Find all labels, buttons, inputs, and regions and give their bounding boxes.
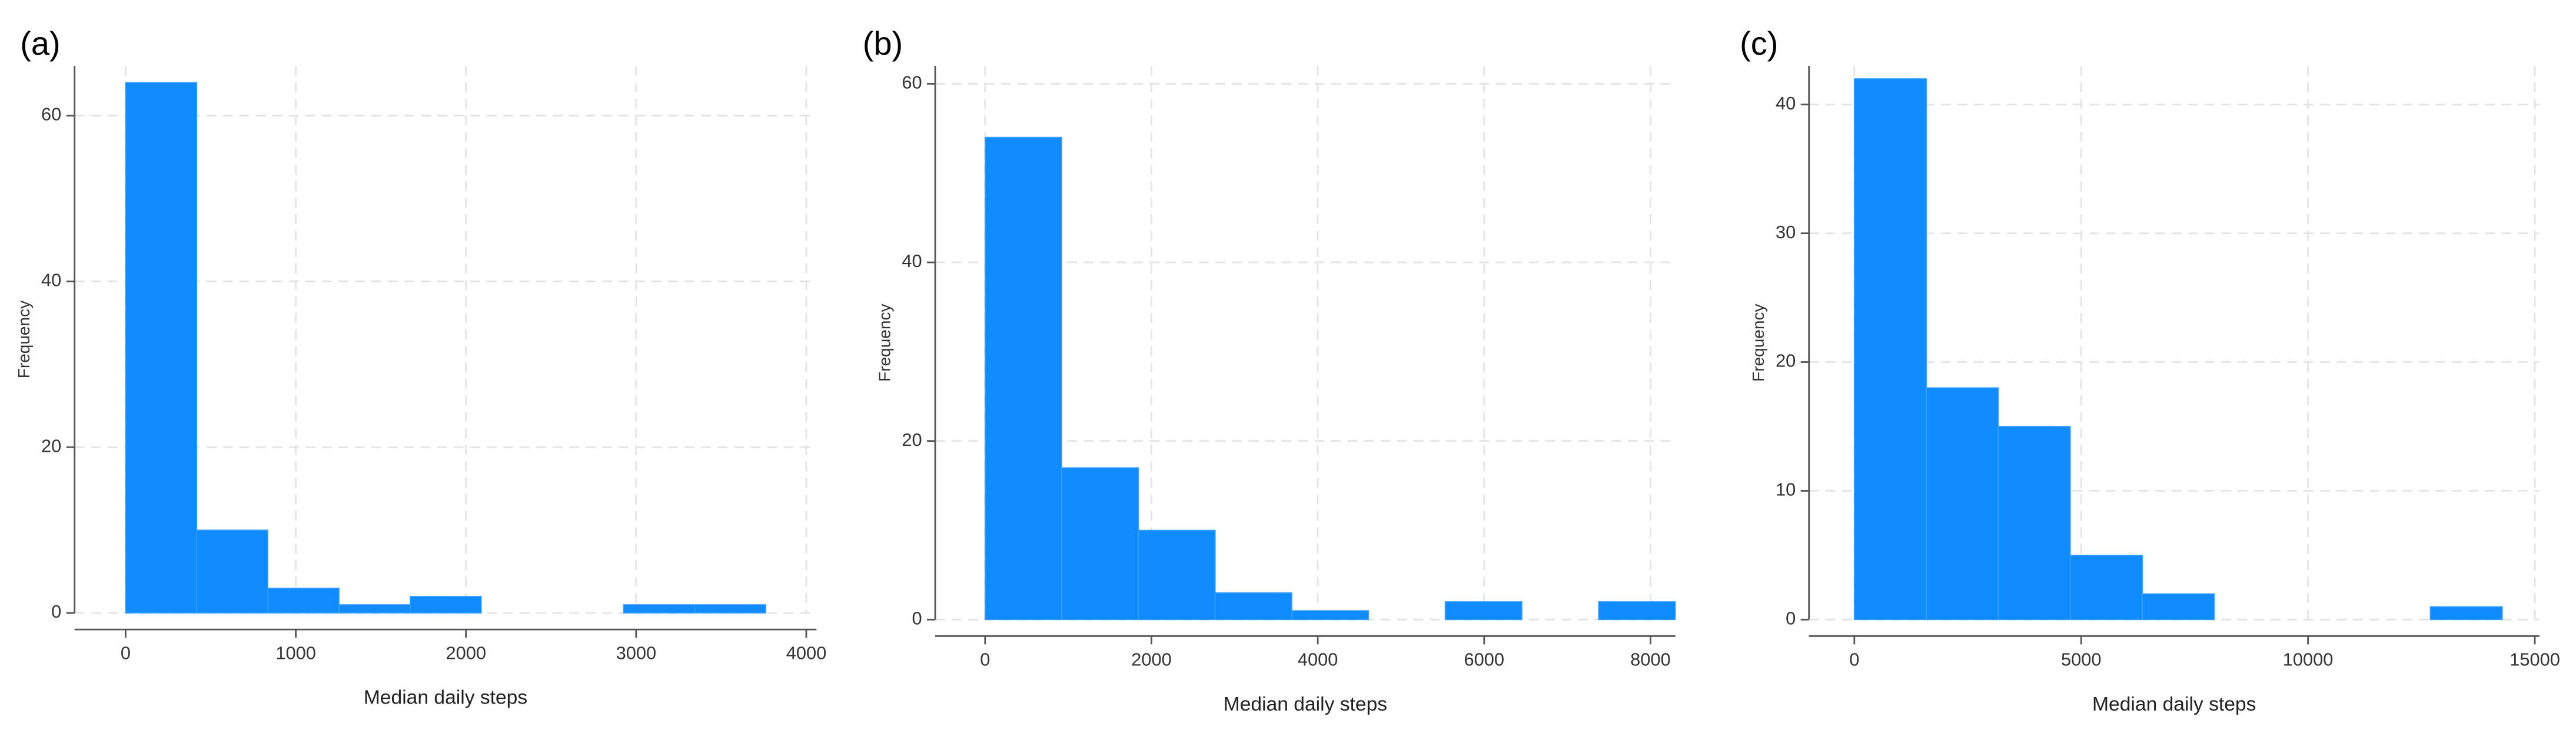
- y-tick-label: 40: [41, 270, 61, 291]
- x-tick-label: 3000: [616, 642, 657, 663]
- x-axis-label: Median daily steps: [2092, 694, 2256, 715]
- histogram-bar: [1598, 601, 1676, 621]
- x-tick-label: 5000: [2061, 649, 2102, 669]
- histogram-bar: [410, 596, 482, 614]
- histogram-bar: [267, 587, 340, 614]
- x-tick-label: 15000: [2509, 649, 2560, 669]
- panel-label: (a): [20, 25, 60, 62]
- histogram-bar: [694, 604, 766, 614]
- x-tick-label: 8000: [1630, 649, 1671, 669]
- y-tick-label: 20: [1776, 351, 1796, 371]
- y-tick-label: 20: [41, 435, 61, 456]
- x-axis-label: Median daily steps: [1224, 694, 1387, 715]
- histogram-bar: [1997, 426, 2071, 621]
- panel-label: (c): [1740, 25, 1778, 62]
- x-tick-label: 0: [121, 642, 131, 663]
- x-tick-label: 2000: [1131, 649, 1172, 669]
- histogram-bar: [2142, 593, 2215, 621]
- y-axis-label: Frequency: [1749, 304, 1767, 382]
- y-tick-label: 40: [902, 251, 922, 271]
- y-tick-label: 0: [1786, 608, 1796, 628]
- x-axis-label: Median daily steps: [364, 687, 527, 709]
- histogram-bar: [125, 82, 198, 614]
- x-tick-label: 4000: [786, 642, 827, 663]
- histogram-bar: [1444, 601, 1523, 621]
- y-tick-label: 10: [1776, 479, 1796, 500]
- histogram-bar: [1061, 467, 1139, 621]
- x-tick-label: 0: [1849, 649, 1859, 669]
- histogram-bar: [984, 136, 1062, 621]
- x-tick-label: 1000: [275, 642, 316, 663]
- histogram-bar: [338, 604, 411, 614]
- histogram-bar: [1138, 529, 1216, 621]
- y-axis-label: Frequency: [875, 304, 893, 382]
- histogram-bar: [2429, 606, 2503, 621]
- histogram-bar: [2069, 555, 2143, 621]
- histogram-bar: [623, 604, 696, 614]
- y-tick-label: 0: [912, 608, 922, 628]
- histogram-bar: [1291, 610, 1370, 621]
- y-tick-label: 40: [1776, 93, 1796, 114]
- histogram-bar: [1214, 592, 1292, 621]
- x-tick-label: 6000: [1464, 649, 1505, 669]
- x-tick-label: 4000: [1298, 649, 1338, 669]
- histogram-bar: [1926, 387, 1999, 621]
- x-tick-label: 10000: [2283, 649, 2334, 669]
- y-tick-label: 60: [902, 72, 922, 93]
- y-axis-label: Frequency: [15, 301, 33, 378]
- y-tick-label: 20: [902, 429, 922, 450]
- histogram-bar: [1853, 78, 1927, 621]
- y-tick-label: 30: [1776, 222, 1796, 242]
- x-tick-label: 0: [980, 649, 990, 669]
- y-tick-label: 60: [41, 104, 61, 125]
- x-tick-label: 2000: [446, 642, 486, 663]
- y-tick-label: 0: [51, 601, 61, 622]
- panel-label: (b): [863, 25, 903, 62]
- histogram-bar: [196, 529, 268, 614]
